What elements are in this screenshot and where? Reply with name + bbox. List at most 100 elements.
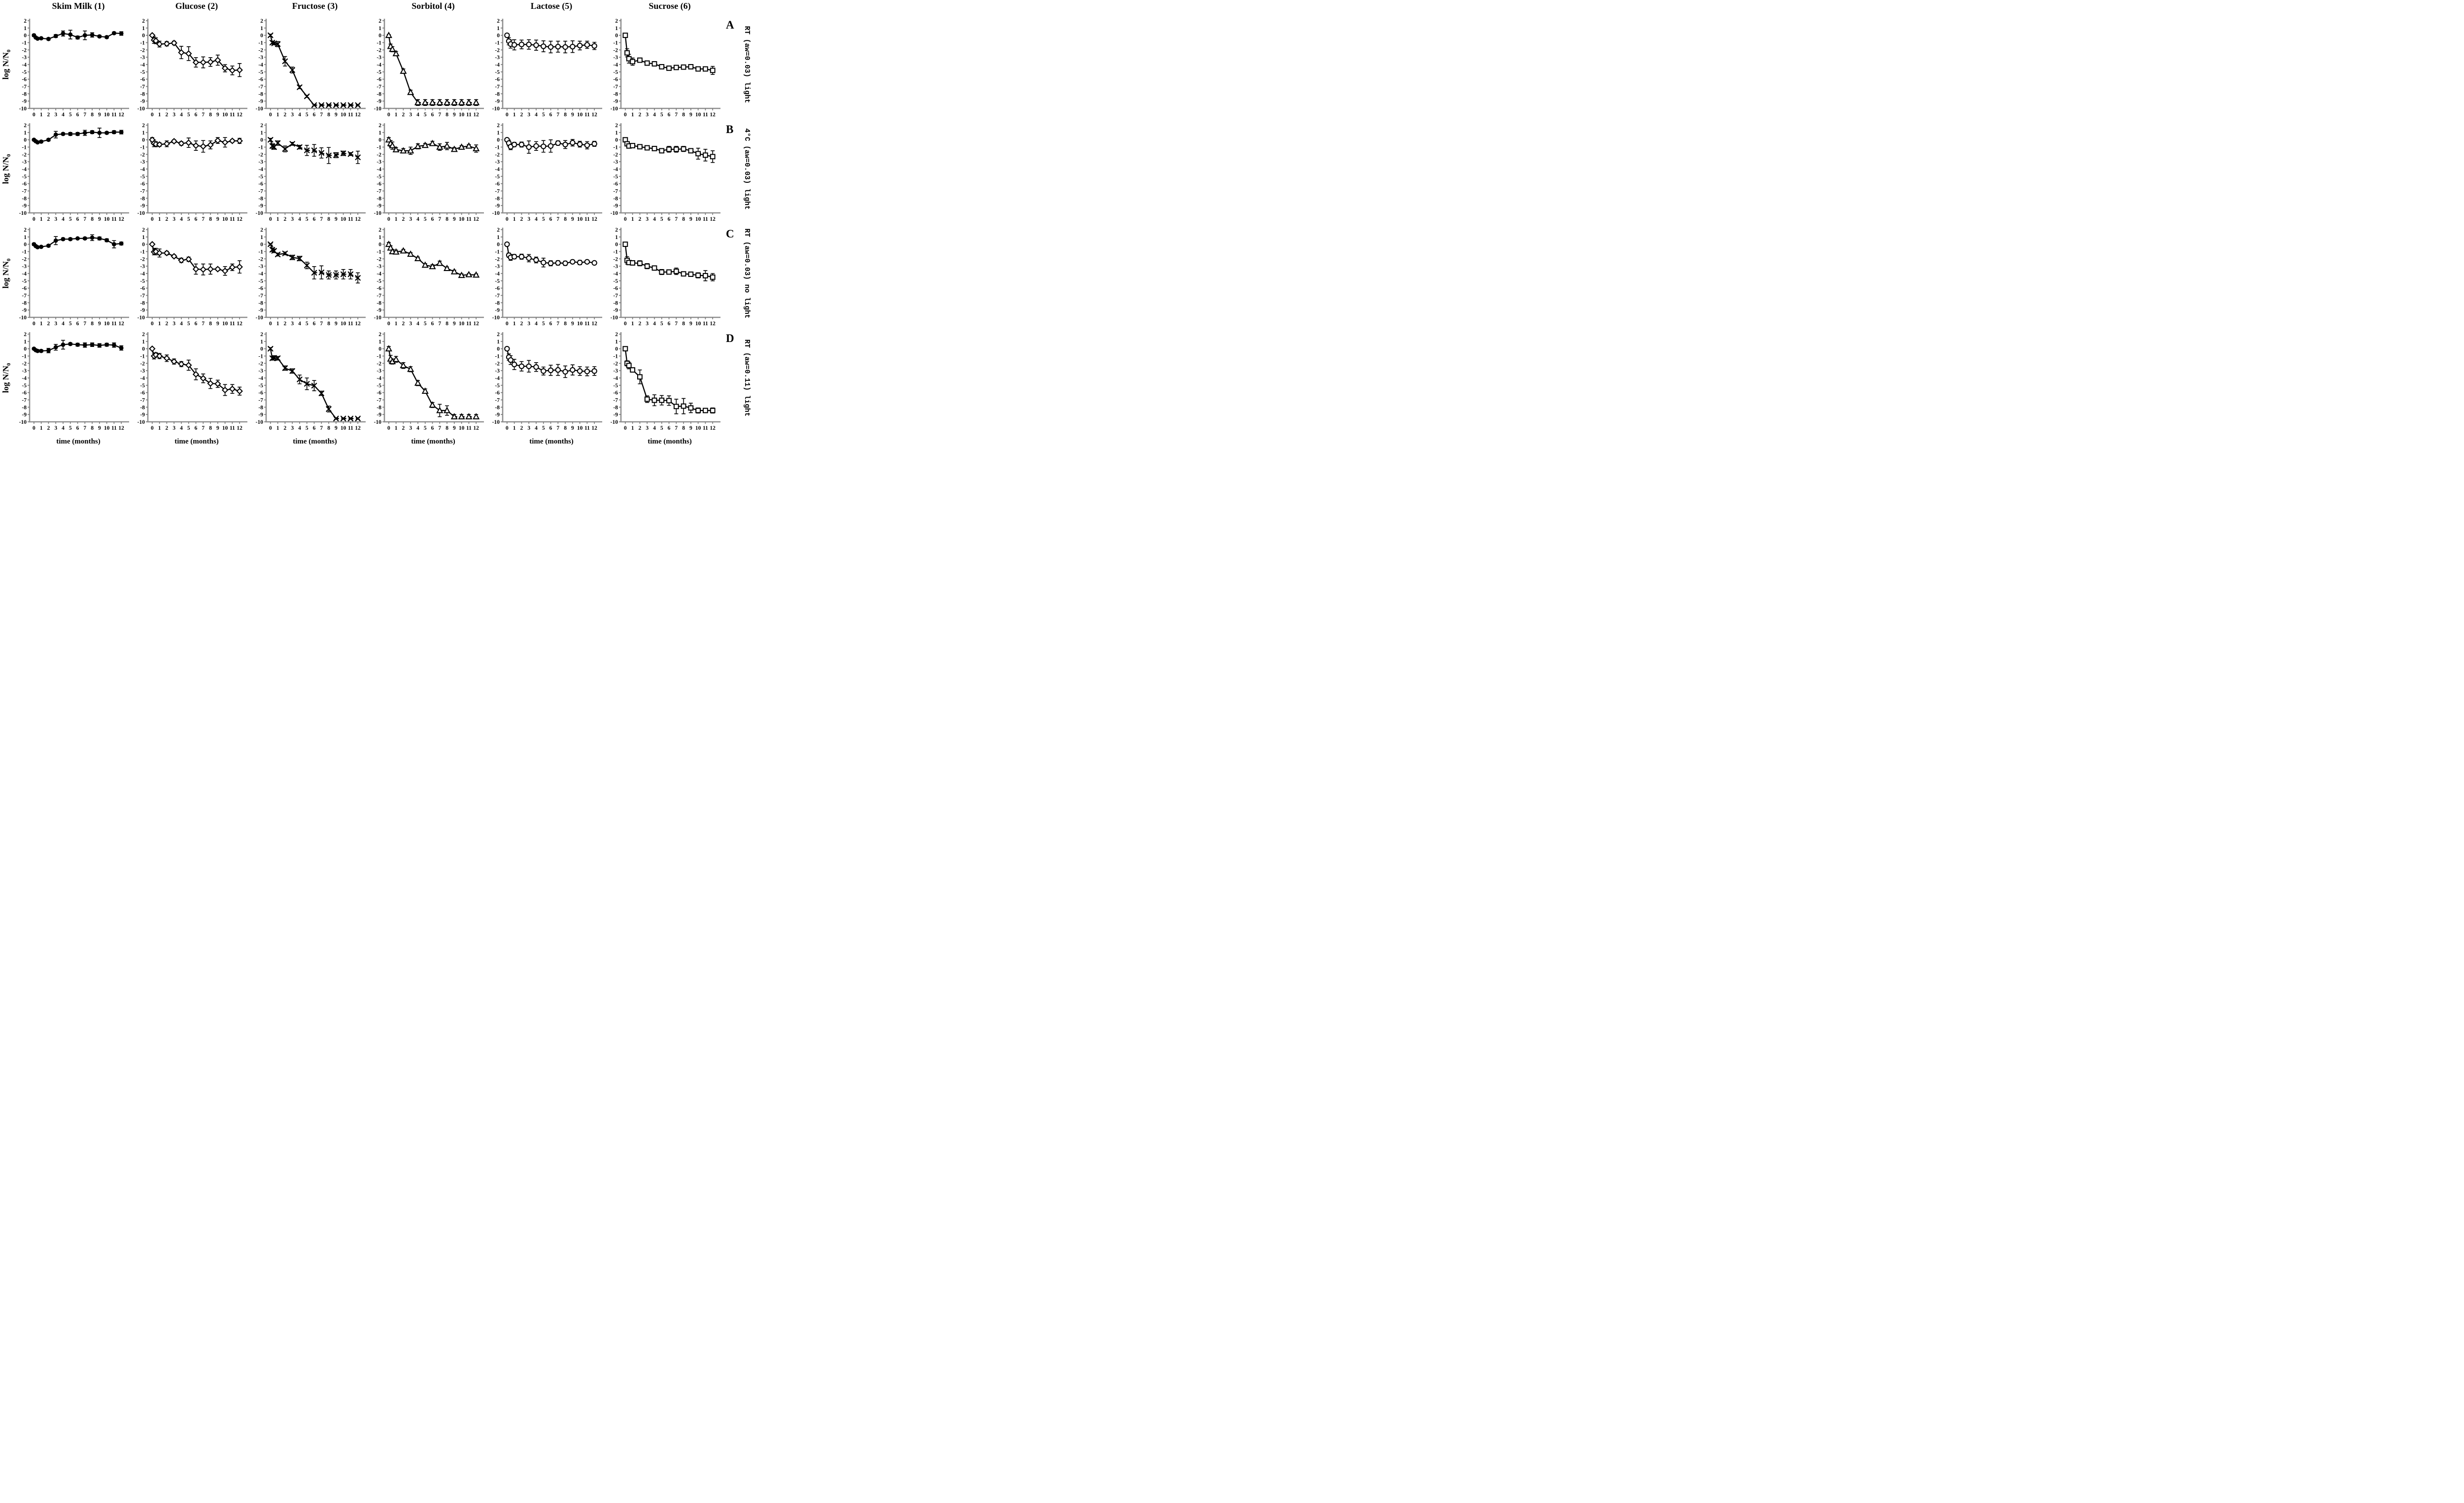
filled-circle-marker	[61, 342, 66, 347]
x-tick-label: 10	[341, 321, 346, 327]
x-tick-label: 3	[527, 321, 530, 327]
x-tick-label: 1	[395, 216, 398, 222]
x-tick-label: 10	[341, 112, 346, 118]
x-tick-label: 4	[298, 321, 301, 327]
x-tick-label: 6	[668, 425, 671, 431]
x-tick-label: 8	[327, 112, 330, 118]
x-cross-marker	[355, 102, 361, 108]
x-tick-label: 10	[222, 321, 228, 327]
y-tick-label: -10	[374, 419, 382, 425]
x-tick-label: 7	[83, 216, 86, 222]
row-condition-a: RT (aw=0.03) light	[743, 26, 751, 103]
x-cross-marker	[268, 241, 274, 247]
open-diamond-marker	[200, 266, 207, 273]
y-tick-label: -10	[256, 315, 264, 321]
x-cross-marker	[326, 102, 332, 108]
y-tick-label: -9	[376, 307, 381, 313]
open-triangle-marker	[436, 259, 444, 266]
y-axis-label: log N/N0	[1, 363, 12, 393]
series-line-segment	[321, 393, 330, 410]
x-tick-label: 1	[40, 425, 43, 431]
y-tick-label: -6	[376, 77, 381, 83]
filled-circle-marker	[82, 131, 87, 135]
y-tick-label: -3	[376, 368, 381, 374]
x-tick-label: 8	[682, 321, 685, 327]
y-tick-label: -3	[613, 264, 618, 270]
series-line-segment	[277, 44, 286, 62]
y-tick-label: -3	[258, 159, 263, 165]
x-tick-label: 4	[535, 112, 538, 118]
y-tick-label: -8	[140, 300, 145, 306]
open-circle-marker	[584, 42, 590, 48]
x-tick-label: 5	[424, 321, 427, 327]
y-tick-label: -6	[613, 390, 618, 396]
open-square-marker	[622, 346, 628, 352]
series-line-segment	[395, 53, 404, 71]
x-tick-label: 2	[520, 425, 523, 431]
y-tick-label: -5	[376, 278, 381, 284]
open-diamond-marker	[221, 139, 229, 146]
x-tick-label: 3	[54, 321, 57, 327]
y-tick-label: -2	[258, 256, 263, 262]
open-circle-marker	[533, 257, 539, 263]
series-line-segment	[321, 272, 329, 276]
x-tick-label: 4	[298, 216, 301, 222]
x-tick-label: 8	[209, 321, 212, 327]
x-tick-label: 9	[98, 216, 101, 222]
y-tick-label: -10	[492, 210, 500, 216]
x-cross-marker	[318, 270, 324, 275]
x-tick-label: 5	[542, 216, 545, 222]
open-triangle-marker	[450, 268, 458, 274]
y-axis-label-text: log N/N	[1, 52, 10, 80]
y-tick-label: 0	[24, 346, 27, 352]
y-tick-label: -6	[140, 181, 145, 187]
x-tick-label: 10	[695, 321, 701, 327]
x-tick-label: 10	[695, 425, 701, 431]
y-tick-label: -4	[613, 376, 618, 381]
open-square-marker	[688, 64, 694, 69]
x-cross-marker	[289, 368, 295, 374]
open-diamond-marker	[149, 345, 156, 352]
y-tick-label: -3	[495, 159, 500, 165]
y-tick-label: 1	[378, 235, 381, 240]
y-tick-label: 0	[615, 242, 618, 248]
y-tick-label: -10	[137, 106, 145, 112]
y-tick-label: -2	[495, 361, 500, 367]
y-tick-label: 2	[142, 227, 145, 233]
y-tick-label: -10	[256, 210, 264, 216]
y-tick-label: -8	[613, 91, 618, 97]
filled-circle-marker	[104, 342, 109, 347]
y-tick-label: 2	[497, 227, 500, 233]
y-tick-label: 0	[378, 346, 381, 352]
x-tick-label: 5	[187, 216, 190, 222]
filled-circle-marker	[68, 132, 73, 137]
x-tick-label: 0	[33, 112, 35, 118]
y-tick-label: -5	[258, 69, 263, 75]
open-diamond-marker	[221, 386, 229, 394]
y-tick-label: -10	[256, 106, 264, 112]
open-triangle-marker	[429, 139, 436, 146]
x-tick-label: 12	[118, 112, 124, 118]
y-tick-label: 2	[142, 332, 145, 338]
open-square-marker	[644, 60, 650, 66]
x-tick-label: 4	[535, 425, 538, 431]
open-diamond-marker	[156, 40, 163, 48]
filled-circle-marker	[104, 238, 109, 242]
open-circle-marker	[584, 368, 590, 375]
x-tick-label: 1	[631, 425, 634, 431]
x-tick-label: 7	[320, 112, 323, 118]
x-tick-label: 5	[660, 112, 663, 118]
filled-circle-marker	[119, 130, 124, 135]
y-tick-label: -2	[613, 47, 618, 53]
x-tick-label: 5	[660, 425, 663, 431]
y-tick-label: -9	[613, 307, 618, 313]
open-circle-marker	[504, 32, 510, 38]
y-tick-label: 1	[142, 235, 145, 240]
filled-circle-marker	[119, 345, 124, 350]
x-tick-label: 5	[187, 425, 190, 431]
y-tick-label: 2	[497, 332, 500, 338]
filled-circle-marker	[75, 236, 80, 241]
filled-circle-marker	[61, 31, 66, 36]
y-tick-label: -10	[611, 315, 618, 321]
y-tick-label: -5	[613, 383, 618, 389]
